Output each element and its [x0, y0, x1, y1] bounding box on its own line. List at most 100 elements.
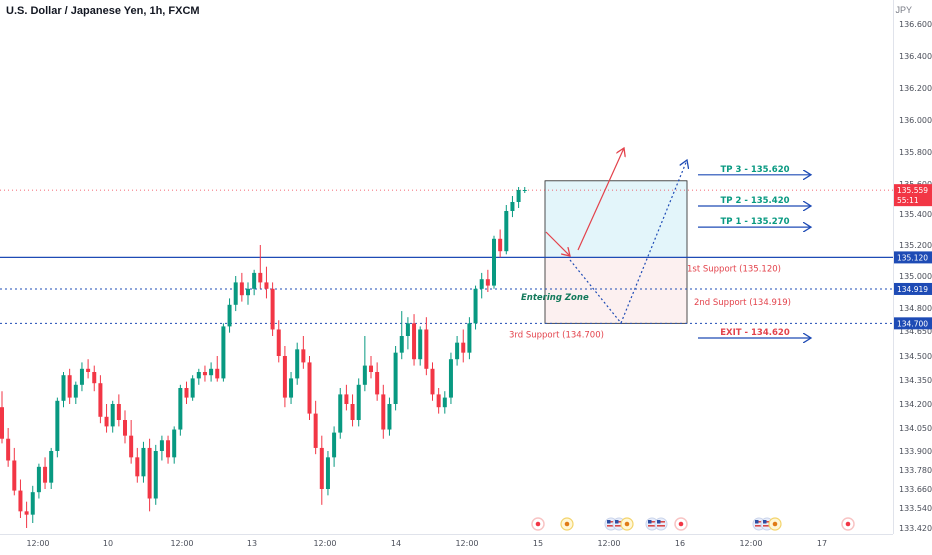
- event-marker-2[interactable]: [560, 517, 574, 531]
- candle-body: [123, 420, 127, 436]
- candle-body: [55, 400, 60, 451]
- event-flag-4[interactable]: [654, 517, 668, 531]
- price-scale-border: [893, 0, 894, 534]
- candle-body: [356, 384, 361, 420]
- candle-body: [295, 349, 300, 379]
- candle-body: [43, 466, 48, 483]
- candle-body: [504, 211, 509, 252]
- candle-body: [405, 323, 410, 336]
- event-dot: [564, 521, 570, 527]
- event-dot: [845, 521, 851, 527]
- flag-stripe: [607, 525, 615, 527]
- candle-body: [412, 323, 417, 360]
- candle-body: [67, 375, 72, 398]
- event-dot: [772, 521, 778, 527]
- candle-body: [369, 365, 373, 372]
- y-tick-label: 136.600: [899, 20, 932, 29]
- candle-body: [141, 447, 146, 477]
- support1-label: 1st Support (135.120): [687, 264, 781, 274]
- event-flag-3[interactable]: [645, 517, 659, 531]
- flag-canton: [648, 520, 652, 524]
- candle-body: [455, 342, 460, 360]
- candle-body: [36, 466, 41, 493]
- candle-body: [0, 407, 4, 439]
- y-tick-label: 134.650: [899, 327, 932, 336]
- candle-body: [264, 282, 269, 289]
- candle-body: [209, 368, 214, 376]
- y-tick-label: 136.000: [899, 116, 932, 125]
- candle-body: [215, 368, 220, 379]
- retest-scenario-path: [569, 160, 687, 325]
- y-tick-label: 134.050: [899, 424, 932, 433]
- candle-body: [6, 438, 11, 461]
- candle-body: [436, 394, 441, 408]
- support3-label: 3rd Support (134.700): [509, 330, 604, 340]
- flag-canton: [615, 520, 619, 524]
- bullish-scenario-arrow: [577, 148, 624, 251]
- y-tick-label: 133.900: [899, 447, 932, 456]
- candle-body: [129, 435, 134, 458]
- candle-body: [239, 282, 244, 296]
- y-tick-label: 133.420: [899, 524, 932, 533]
- candle-body: [276, 329, 281, 356]
- x-tick-label: 14: [391, 539, 401, 548]
- candle-body: [233, 282, 238, 305]
- flag-stripe: [755, 521, 763, 523]
- candle-body: [246, 288, 250, 296]
- candle-body: [381, 394, 386, 430]
- candle-body: [147, 447, 152, 499]
- event-marker-6[interactable]: [841, 517, 855, 531]
- flag-stripe: [615, 521, 623, 523]
- flag-stripe: [648, 521, 656, 523]
- y-tick-label: 134.200: [899, 400, 932, 409]
- candle-body: [399, 336, 404, 353]
- candle-body: [393, 352, 398, 404]
- x-tick-label: 17: [817, 539, 827, 548]
- candle-body: [178, 388, 183, 430]
- flag-stripe: [755, 525, 763, 527]
- candle-body: [479, 279, 484, 289]
- flag-stripe: [615, 525, 623, 527]
- event-marker-3[interactable]: [620, 517, 634, 531]
- candle-body: [110, 404, 115, 427]
- flag-stripe: [763, 521, 771, 523]
- candle-body: [18, 490, 23, 512]
- currency-label: JPY: [895, 5, 912, 15]
- level-badge-2: [894, 282, 932, 295]
- event-marker-5[interactable]: [768, 517, 782, 531]
- x-tick-label: 16: [675, 539, 685, 548]
- candle-body: [270, 288, 275, 330]
- candle-body: [510, 202, 515, 211]
- y-tick-label: 133.540: [899, 504, 932, 513]
- candle-body: [492, 238, 496, 286]
- candle-body: [461, 342, 466, 353]
- candle-body: [252, 272, 257, 289]
- time-scale-border: [0, 534, 893, 535]
- candle-body: [387, 404, 392, 430]
- candle-body: [116, 404, 121, 420]
- candle-body: [227, 304, 232, 327]
- candle-body: [49, 451, 54, 483]
- candle-body: [24, 511, 29, 515]
- current-price-badge: [894, 184, 932, 207]
- pullback-arrow: [545, 231, 570, 256]
- y-tick-label: 134.800: [899, 304, 932, 313]
- y-tick-label: 134.500: [899, 352, 932, 361]
- level-badge-text: 135.120: [897, 253, 928, 262]
- event-marker-4[interactable]: [674, 517, 688, 531]
- candle-body: [325, 457, 330, 489]
- candle-body: [338, 394, 343, 433]
- y-tick-label: 135.400: [899, 210, 932, 219]
- event-marker-1[interactable]: [531, 517, 545, 531]
- symbol-title[interactable]: U.S. Dollar / Japanese Yen, 1h, FXCM: [6, 5, 200, 17]
- candle-body: [172, 429, 177, 458]
- y-tick-label: 135.200: [899, 241, 932, 250]
- x-tick-label: 12:00: [26, 539, 49, 548]
- flag-canton: [607, 520, 611, 524]
- candle-body: [448, 359, 453, 398]
- candle-body: [430, 368, 435, 395]
- flag-stripe: [763, 525, 771, 527]
- x-tick-label: 12:00: [739, 539, 762, 548]
- event-dot: [678, 521, 684, 527]
